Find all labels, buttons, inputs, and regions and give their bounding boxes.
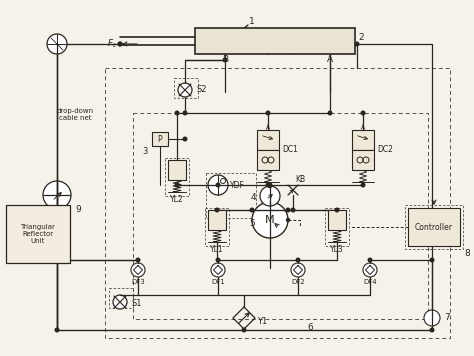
Text: Triangular
Reflector
Unit: Triangular Reflector Unit [20, 224, 55, 244]
Circle shape [216, 258, 220, 262]
Circle shape [260, 186, 280, 206]
Circle shape [211, 263, 225, 277]
Circle shape [175, 111, 179, 115]
Text: S1: S1 [132, 298, 143, 308]
Bar [133, 113, 428, 319]
Bar [152, 132, 168, 146]
Circle shape [363, 263, 377, 277]
Text: 7: 7 [444, 314, 450, 323]
Circle shape [266, 111, 270, 115]
Bar [257, 130, 279, 150]
Bar [352, 150, 374, 170]
Bar [205, 208, 229, 246]
Text: YL2: YL2 [170, 195, 184, 204]
Circle shape [430, 328, 434, 332]
Circle shape [136, 258, 140, 262]
Circle shape [266, 183, 270, 187]
Bar [6, 205, 70, 263]
Bar [195, 28, 355, 54]
Text: 2: 2 [358, 32, 364, 42]
Bar [174, 78, 198, 98]
Text: $F_L$: $F_L$ [107, 38, 117, 50]
Bar [325, 208, 349, 246]
Text: drop-down
cable net: drop-down cable net [56, 109, 93, 121]
Text: 6: 6 [307, 324, 313, 333]
Text: 4: 4 [250, 194, 256, 203]
Circle shape [215, 208, 219, 212]
Circle shape [268, 184, 272, 188]
Circle shape [216, 183, 220, 187]
Text: A: A [327, 56, 333, 64]
Text: P: P [158, 135, 162, 143]
Circle shape [47, 34, 67, 54]
Circle shape [252, 202, 288, 238]
Bar [405, 205, 463, 249]
Circle shape [250, 208, 254, 212]
Text: YL3: YL3 [330, 246, 344, 255]
Circle shape [335, 208, 339, 212]
Bar [352, 130, 374, 150]
Bar [109, 288, 133, 308]
Bar [328, 210, 346, 230]
Bar [165, 158, 189, 196]
Circle shape [291, 263, 305, 277]
Circle shape [183, 137, 187, 141]
Circle shape [242, 328, 246, 332]
Circle shape [268, 183, 272, 187]
Circle shape [361, 183, 365, 187]
Text: DF2: DF2 [291, 279, 305, 285]
Text: DF1: DF1 [211, 279, 225, 285]
Circle shape [43, 181, 71, 209]
Circle shape [55, 328, 59, 332]
Circle shape [118, 42, 122, 46]
Text: 9: 9 [75, 205, 81, 215]
Circle shape [183, 111, 187, 115]
Circle shape [175, 183, 179, 187]
Text: 1: 1 [249, 17, 255, 26]
Circle shape [118, 42, 122, 46]
Circle shape [113, 295, 127, 309]
Text: KB: KB [295, 176, 305, 184]
Circle shape [328, 111, 332, 115]
Bar [408, 208, 460, 246]
Circle shape [208, 175, 228, 195]
Circle shape [286, 219, 290, 221]
Circle shape [223, 58, 227, 62]
Circle shape [286, 208, 290, 212]
Text: 5: 5 [249, 220, 255, 229]
Circle shape [296, 258, 300, 262]
Text: S2: S2 [197, 85, 208, 94]
Text: DF3: DF3 [131, 279, 145, 285]
Text: Y1: Y1 [257, 318, 267, 326]
Circle shape [361, 111, 365, 115]
Text: DC1: DC1 [282, 146, 298, 155]
Circle shape [355, 42, 359, 46]
Text: Controller: Controller [415, 222, 453, 231]
Circle shape [424, 310, 440, 326]
Text: 8: 8 [464, 250, 470, 258]
Circle shape [430, 258, 434, 262]
Text: DF4: DF4 [363, 279, 377, 285]
Bar [105, 68, 450, 338]
Text: DC2: DC2 [377, 146, 393, 155]
Circle shape [368, 258, 372, 262]
Bar [257, 150, 279, 170]
Text: B: B [222, 56, 228, 64]
Circle shape [291, 208, 295, 212]
Text: YL1: YL1 [210, 246, 224, 255]
Bar [168, 160, 186, 180]
Text: 3: 3 [143, 147, 148, 156]
Bar [206, 173, 256, 218]
Circle shape [178, 83, 192, 97]
Text: M: M [265, 215, 275, 225]
Text: YDF: YDF [230, 180, 245, 189]
Circle shape [131, 263, 145, 277]
Bar [208, 210, 226, 230]
